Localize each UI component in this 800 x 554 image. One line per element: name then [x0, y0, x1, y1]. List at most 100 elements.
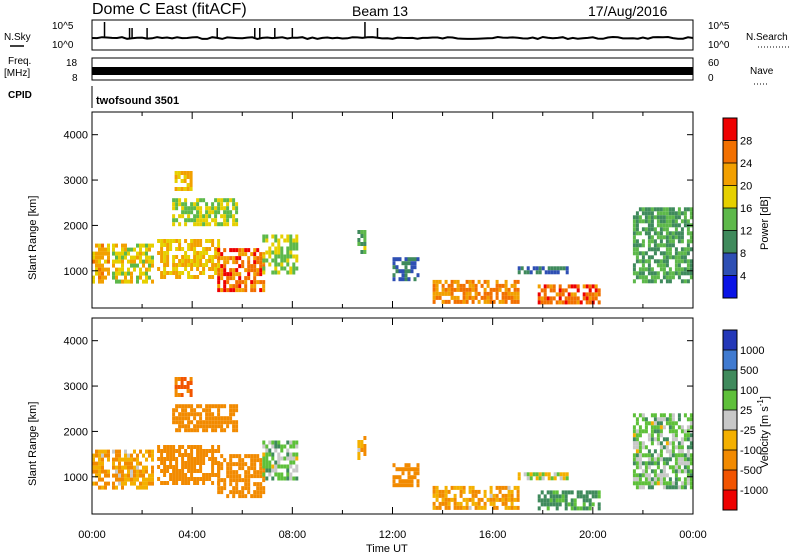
heatmap-cell	[401, 483, 405, 488]
heatmap-cell	[638, 481, 642, 486]
heatmap-cell	[238, 276, 242, 281]
heatmap-cell	[190, 457, 194, 461]
heatmap-cell	[115, 485, 118, 490]
heatmap-cell	[163, 271, 167, 275]
heatmap-cell	[507, 489, 511, 494]
heatmap-cell	[638, 461, 642, 466]
heatmap-cell	[274, 472, 278, 477]
heatmap-cell	[95, 481, 98, 486]
heatmap-cell	[238, 264, 242, 269]
heatmap-cell	[226, 202, 230, 207]
heatmap-cell	[671, 219, 675, 224]
heatmap-cell	[178, 259, 182, 263]
heatmap-cell	[392, 483, 396, 488]
heatmap-cell	[683, 251, 687, 256]
heatmap-cell	[564, 506, 568, 511]
date-title: 17/Aug/2016	[588, 3, 668, 19]
heatmap-cell	[244, 478, 248, 483]
heatmap-cell	[202, 271, 206, 275]
heatmap-cell	[360, 444, 364, 448]
heatmap-cell	[686, 263, 690, 268]
colorbar-swatch	[723, 370, 737, 390]
heatmap-cell	[495, 505, 499, 510]
heatmap-cell	[504, 497, 508, 502]
heatmap-cell	[280, 258, 284, 263]
heatmap-cell	[175, 206, 179, 211]
heatmap-cell	[151, 449, 154, 454]
heatmap-cell	[163, 267, 167, 271]
heatmap-cell	[659, 421, 663, 426]
heatmap-cell	[656, 417, 660, 422]
heatmap-cell	[471, 485, 475, 490]
heatmap-cell	[677, 465, 681, 470]
heatmap-cell	[662, 211, 666, 216]
heatmap-cell	[184, 449, 188, 453]
heatmap-cell	[674, 453, 678, 458]
heatmap-cell	[632, 279, 636, 284]
heatmap-cell	[193, 206, 197, 211]
heatmap-cell	[677, 231, 681, 236]
heatmap-cell	[187, 477, 191, 481]
heatmap-cell	[680, 267, 684, 272]
heatmap-cell	[363, 234, 367, 238]
heatmap-cell	[121, 473, 124, 478]
heatmap-cell	[259, 252, 263, 257]
heatmap-cell	[653, 251, 657, 256]
heatmap-cell	[674, 481, 678, 486]
heatmap-cell	[160, 457, 164, 461]
heatmap-cell	[510, 283, 514, 288]
heatmap-cell	[259, 264, 263, 269]
heatmap-cell	[157, 239, 161, 243]
heatmap-cell	[486, 497, 490, 502]
heatmap-cell	[277, 440, 281, 445]
colorbar-tick-label: -100	[740, 445, 762, 457]
heatmap-cell	[665, 251, 669, 256]
heatmap-cell	[465, 295, 469, 300]
heatmap-cell	[178, 214, 182, 219]
heatmap-cell	[561, 300, 565, 305]
colorbar-swatch	[723, 163, 737, 186]
heatmap-cell	[133, 473, 136, 478]
heatmap-cell	[101, 449, 104, 454]
heatmap-cell	[656, 437, 660, 442]
heatmap-cell	[211, 457, 215, 461]
heatmap-cell	[513, 485, 517, 490]
heatmap-cell	[550, 476, 554, 481]
heatmap-cell	[677, 255, 681, 260]
heatmap-cell	[274, 254, 278, 259]
heatmap-cell	[107, 469, 110, 474]
heatmap-cell	[95, 243, 98, 248]
heatmap-cell	[659, 481, 663, 486]
heatmap-cell	[677, 223, 681, 228]
heatmap-cell	[121, 267, 124, 272]
heatmap-cell	[480, 497, 484, 502]
heatmap-cell	[656, 215, 660, 220]
heatmap-cell	[199, 453, 203, 457]
heatmap-cell	[196, 275, 200, 279]
heatmap-cell	[683, 477, 687, 482]
heatmap-cell	[190, 420, 194, 425]
heatmap-cell	[115, 267, 118, 272]
heatmap-cell	[501, 497, 505, 502]
heatmap-cell	[686, 449, 690, 454]
heatmap-cell	[659, 235, 663, 240]
heatmap-cell	[683, 465, 687, 470]
heatmap-cell	[456, 283, 460, 288]
heatmap-cell	[668, 457, 672, 462]
heatmap-cell	[160, 247, 164, 251]
heatmap-cell	[217, 474, 221, 479]
heatmap-cell	[689, 259, 693, 264]
heatmap-cell	[247, 264, 251, 269]
heatmap-cell	[668, 231, 672, 236]
heatmap-cell	[641, 485, 645, 490]
heatmap-cell	[492, 287, 496, 292]
heatmap-cell	[295, 258, 299, 263]
heatmap-cell	[214, 210, 218, 215]
heatmap-cell	[656, 433, 660, 438]
heatmap-cell	[253, 466, 257, 471]
heatmap-cell	[181, 420, 185, 425]
heatmap-cell	[489, 489, 493, 494]
heatmap-cell	[235, 404, 239, 409]
heatmap-cell	[662, 267, 666, 272]
heatmap-cell	[635, 429, 639, 434]
